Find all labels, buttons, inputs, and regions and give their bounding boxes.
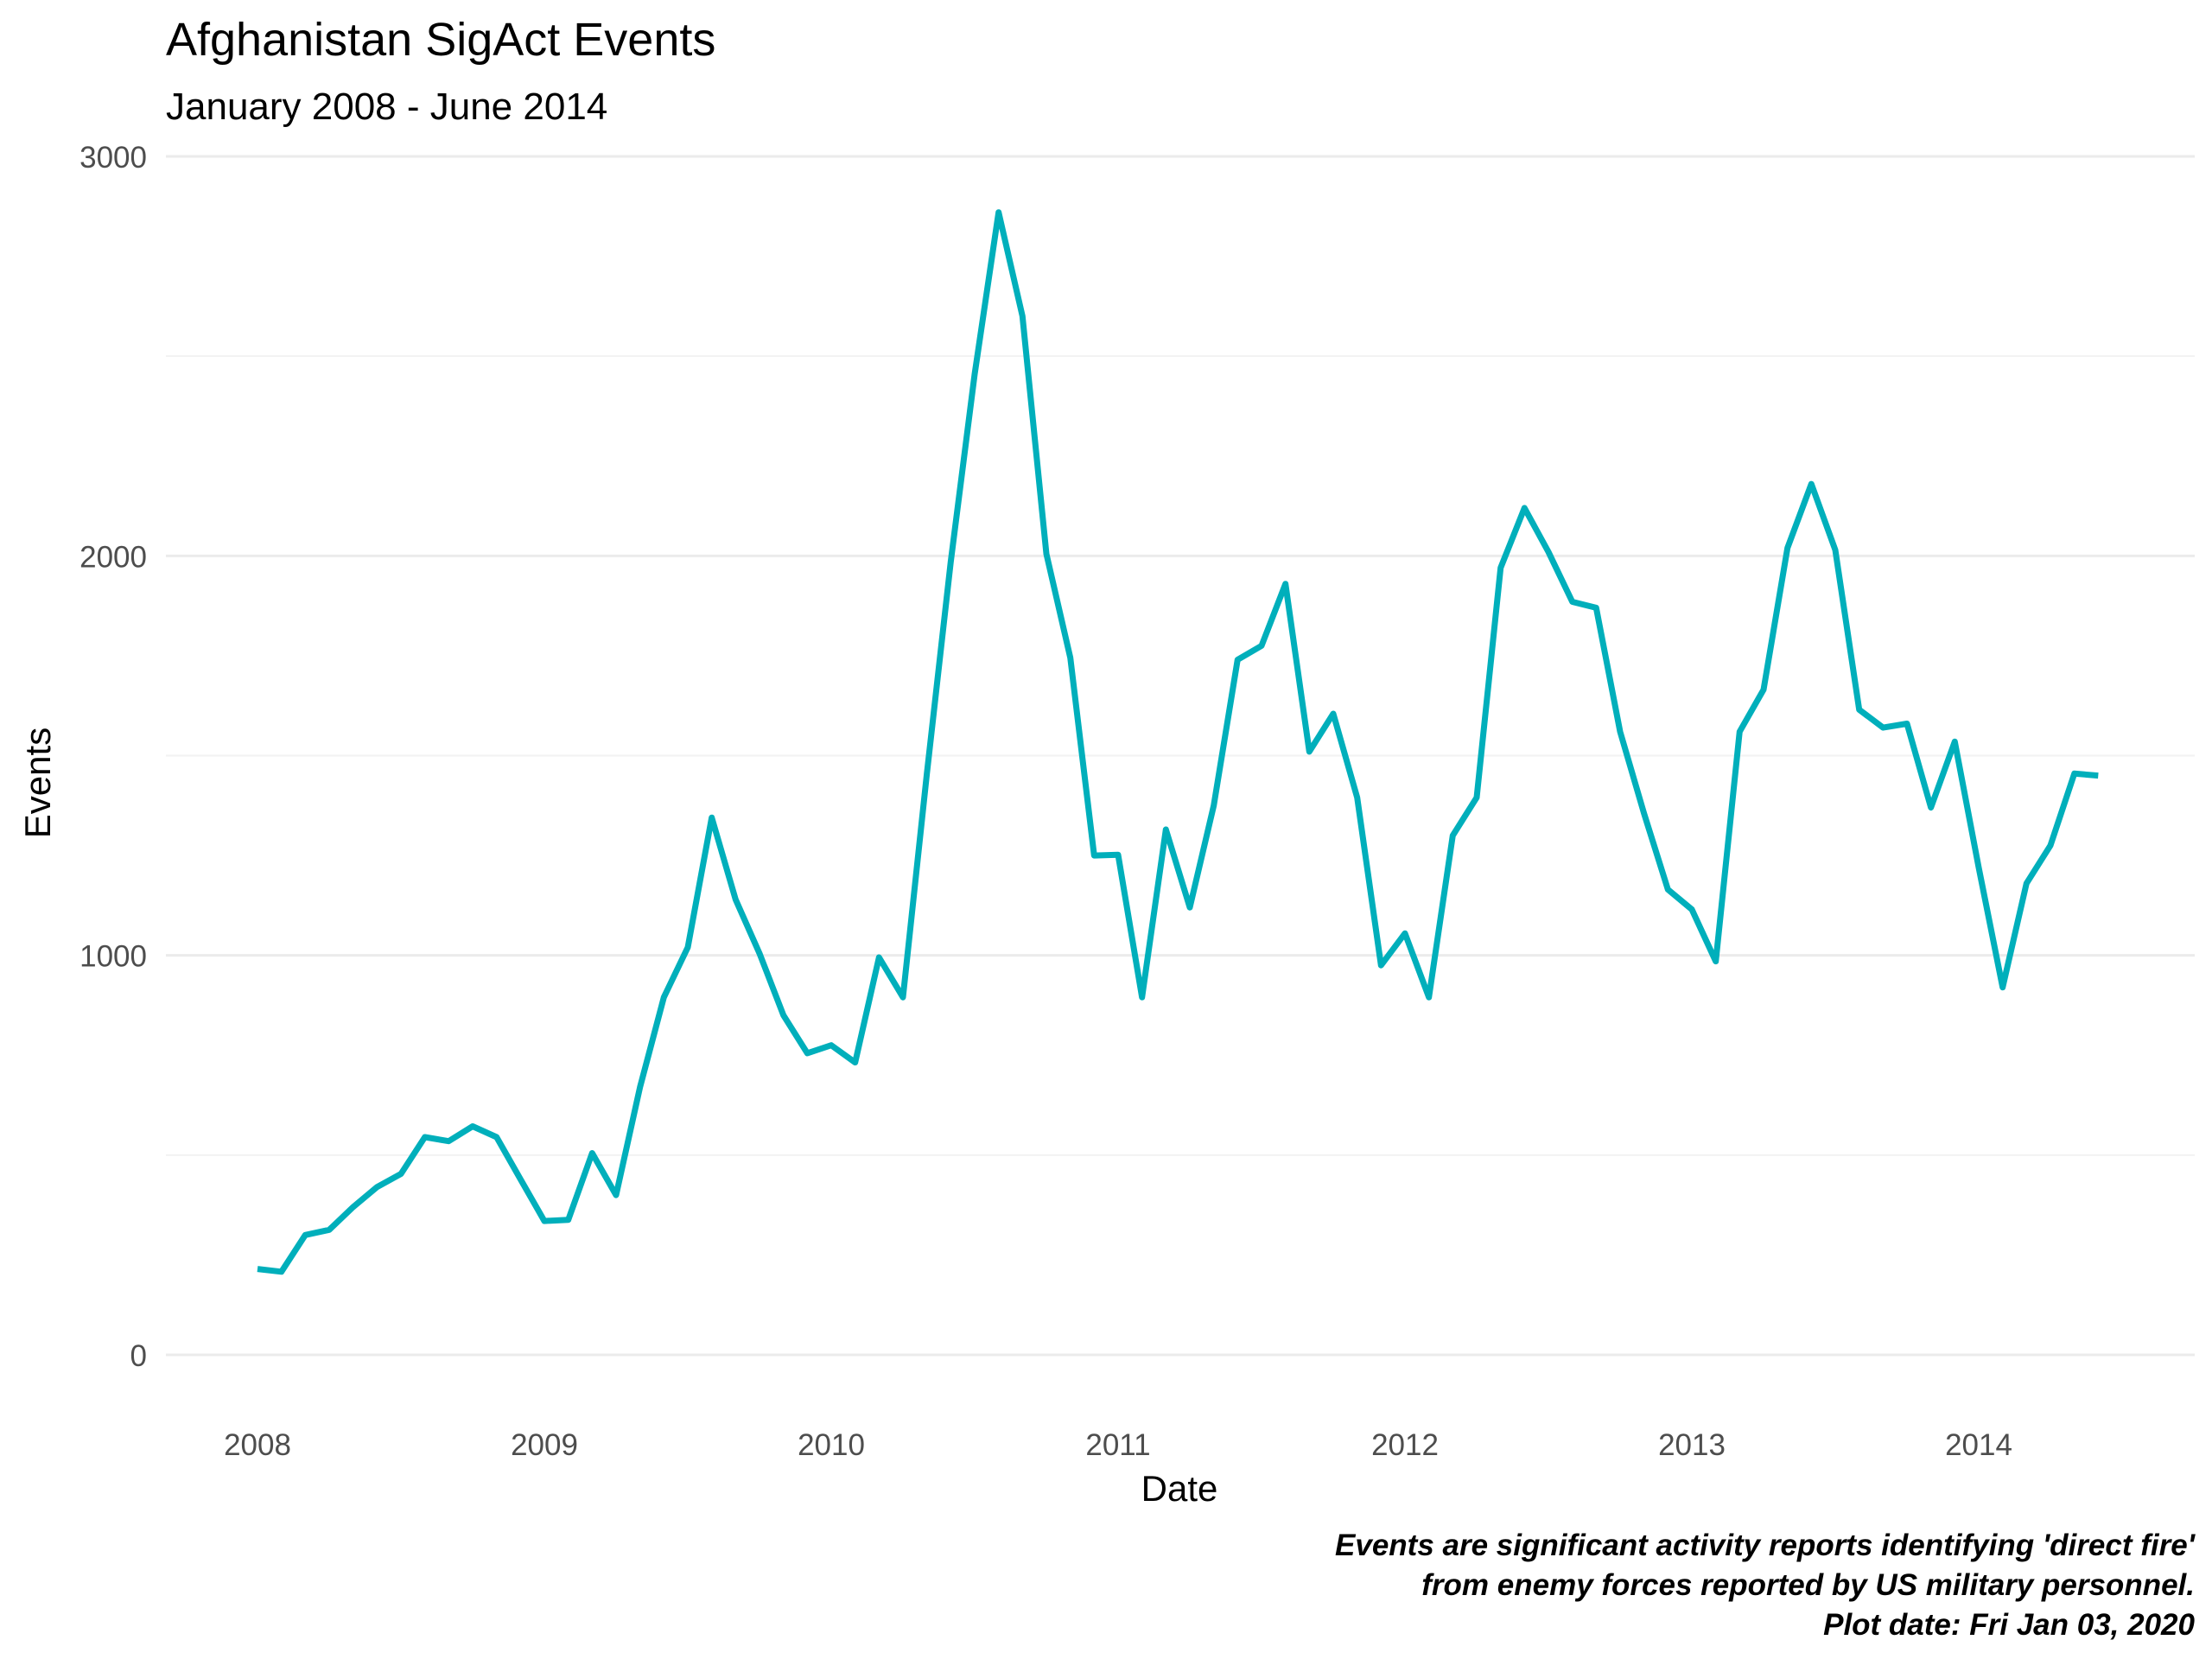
- caption-line-1: Events are significant activity reports …: [1335, 1529, 2196, 1562]
- x-tick-label: 2010: [798, 1428, 865, 1462]
- y-tick-label: 3000: [79, 141, 147, 175]
- x-tick-label: 2013: [1658, 1428, 1726, 1462]
- series-line: [257, 209, 2099, 1275]
- x-axis-title: Date: [1141, 1468, 1218, 1509]
- caption-line-3: Plot date: Fri Jan 03, 2020: [1823, 1608, 2195, 1642]
- series-layer: [257, 209, 2099, 1275]
- x-tick-label: 2009: [511, 1428, 578, 1462]
- x-tick-label: 2012: [1371, 1428, 1439, 1462]
- x-tick-label: 2008: [224, 1428, 291, 1462]
- y-tick-label: 2000: [79, 540, 147, 574]
- x-tick-label: 2014: [1945, 1428, 2012, 1462]
- y-tick-label: 1000: [79, 940, 147, 974]
- y-tick-label: 0: [130, 1339, 147, 1373]
- chart-title: Afghanistan SigAct Events: [166, 14, 715, 66]
- chart-subtitle: January 2008 - June 2014: [166, 86, 607, 128]
- x-axis-ticks: 2008 2009 2010 2011 2012 2013 2014: [224, 1428, 2012, 1462]
- caption-line-2: from enemy forces reported by US militar…: [1421, 1568, 2195, 1602]
- y-axis-ticks: 0 1000 2000 3000: [79, 141, 147, 1373]
- y-axis-title: Events: [17, 728, 58, 838]
- gridlines: [166, 155, 2195, 1357]
- x-tick-label: 2011: [1085, 1428, 1150, 1462]
